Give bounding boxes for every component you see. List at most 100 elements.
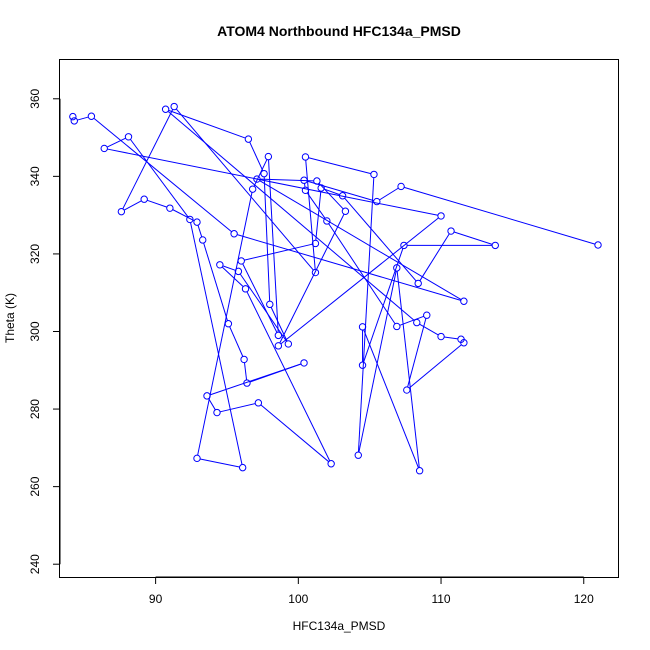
data-point (254, 399, 263, 407)
data-point (397, 182, 405, 191)
data-series (77, 108, 596, 468)
x-axis-label: HFC134a_PMSD (293, 619, 386, 633)
series-segment (328, 223, 396, 325)
series-segment (260, 404, 330, 463)
data-point (213, 408, 221, 417)
data-point (460, 297, 468, 305)
y-tick-label: 240 (28, 554, 42, 574)
data-point (341, 207, 350, 215)
y-tick-label: 280 (28, 399, 42, 419)
series-segment (222, 265, 236, 271)
data-point (415, 467, 424, 475)
data-point (70, 117, 78, 125)
data-point (300, 176, 308, 184)
data-point (193, 218, 201, 226)
data-point (241, 285, 250, 293)
series-segment (77, 116, 89, 121)
data-point (274, 331, 283, 340)
data-point (253, 175, 261, 183)
series-segment (396, 271, 420, 468)
series-segment (130, 139, 189, 218)
series-segment (246, 291, 331, 462)
data-point (323, 217, 331, 225)
series-segment (408, 344, 462, 389)
series-segment (229, 326, 244, 357)
data-point (186, 215, 194, 224)
series-segment (219, 403, 256, 413)
series-segment (358, 270, 397, 453)
plot-frame (59, 59, 619, 578)
series-segment (237, 234, 461, 301)
data-point (248, 185, 257, 193)
data-point (300, 359, 308, 367)
series-segment (106, 137, 126, 148)
series-segment (259, 180, 462, 301)
data-point (284, 340, 293, 348)
x-axis: 90 100 110 120 (149, 576, 594, 606)
data-point (358, 361, 367, 369)
data-point (301, 153, 310, 161)
series-segment (444, 336, 458, 340)
series-segment (260, 178, 314, 182)
data-point (166, 204, 174, 212)
data-point (311, 239, 320, 248)
x-tick-label: 120 (574, 592, 594, 606)
data-point (400, 241, 408, 250)
series-segment (243, 362, 248, 380)
series-segment (167, 110, 415, 321)
series-segment (123, 200, 142, 211)
series-segment (419, 233, 450, 281)
data-point (354, 451, 362, 459)
series-segment (305, 160, 316, 270)
series-segment (280, 217, 439, 345)
series-segment (242, 263, 278, 333)
data-point (301, 186, 310, 195)
data-point (87, 112, 96, 120)
data-point (403, 386, 411, 394)
series-segment (315, 191, 322, 241)
series-segment (404, 186, 596, 245)
data-markers (69, 102, 602, 475)
data-point (69, 112, 77, 121)
data-point (274, 342, 283, 350)
series-segment (122, 109, 174, 210)
data-point (264, 152, 273, 161)
data-point (266, 300, 274, 309)
data-point (437, 212, 445, 220)
series-segment (249, 141, 264, 171)
data-point (234, 267, 243, 276)
data-point (594, 241, 602, 249)
series-segment (221, 266, 244, 288)
y-tick-label: 340 (28, 166, 42, 186)
series-segment (168, 109, 246, 139)
series-segment (263, 176, 271, 302)
data-point (140, 195, 148, 203)
series-segment (203, 242, 228, 321)
series-segment (268, 159, 279, 333)
series-segment (323, 188, 340, 196)
data-point (447, 227, 455, 235)
data-point (327, 460, 335, 468)
y-tick-label: 260 (28, 476, 42, 496)
x-tick-label: 100 (288, 592, 308, 606)
data-point (460, 339, 468, 347)
series-segment (379, 187, 399, 201)
series-segment (357, 177, 375, 453)
data-point (437, 332, 445, 341)
data-point (243, 379, 251, 387)
series-segment (318, 182, 344, 210)
y-axis-label: Theta (K) (3, 293, 17, 343)
y-tick-label: 300 (28, 321, 42, 341)
series-segment (419, 323, 439, 336)
data-point (313, 177, 321, 185)
data-point (230, 230, 238, 238)
series-segment (175, 108, 314, 271)
x-tick-label: 110 (431, 592, 450, 606)
series-segment (208, 398, 216, 411)
data-point (124, 133, 133, 141)
data-point (317, 184, 325, 192)
data-point (414, 279, 422, 288)
y-axis: 240 260 280 300 320 340 360 (28, 88, 61, 574)
data-point (413, 318, 421, 327)
